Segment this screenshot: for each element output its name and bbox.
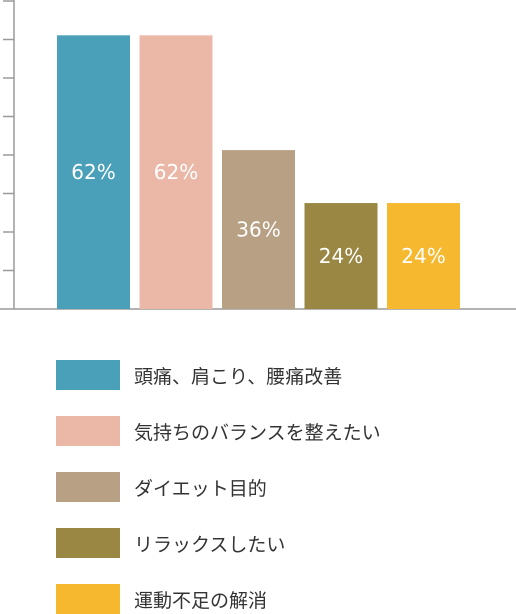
legend-swatch-diet — [56, 472, 120, 502]
legend-swatch-balance — [56, 416, 120, 446]
bar-1 — [139, 35, 213, 310]
legend-label-exercise: 運動不足の解消 — [134, 589, 268, 612]
y-axis-ticks — [3, 0, 14, 272]
legend-label-headache: 頭痛、肩こり、腰痛改善 — [134, 365, 343, 388]
legend-label-diet: ダイエット目的 — [134, 477, 267, 500]
bars-group: 62% 62% 36% 24% 24% — [57, 35, 460, 310]
legend-item-balance: 気持ちのバランスを整えたい — [56, 416, 381, 446]
bar-value-label-2: 36% — [236, 218, 280, 242]
bar-value-label-0: 62% — [71, 160, 115, 184]
bar-value-label-3: 24% — [319, 244, 363, 268]
legend-swatch-relax — [56, 528, 120, 558]
legend-label-balance: 気持ちのバランスを整えたい — [134, 421, 381, 444]
bar-value-label-1: 62% — [154, 160, 198, 184]
legend-item-diet: ダイエット目的 — [56, 472, 381, 502]
legend-item-headache: 頭痛、肩こり、腰痛改善 — [56, 360, 381, 390]
legend-swatch-exercise — [56, 584, 120, 614]
bar-4 — [387, 203, 460, 309]
legend-label-relax: リラックスしたい — [134, 533, 286, 556]
bar-value-label-4: 24% — [401, 244, 445, 268]
bar-0 — [57, 35, 130, 310]
bar-chart: 62% 62% 36% 24% 24% — [0, 0, 516, 310]
legend-swatch-headache — [56, 360, 120, 390]
bar-3 — [304, 203, 378, 309]
legend-item-relax: リラックスしたい — [56, 528, 381, 558]
bar-2 — [222, 150, 295, 309]
legend: 頭痛、肩こり、腰痛改善 気持ちのバランスを整えたい ダイエット目的 リラックスし… — [56, 360, 381, 614]
legend-item-exercise: 運動不足の解消 — [56, 584, 381, 614]
